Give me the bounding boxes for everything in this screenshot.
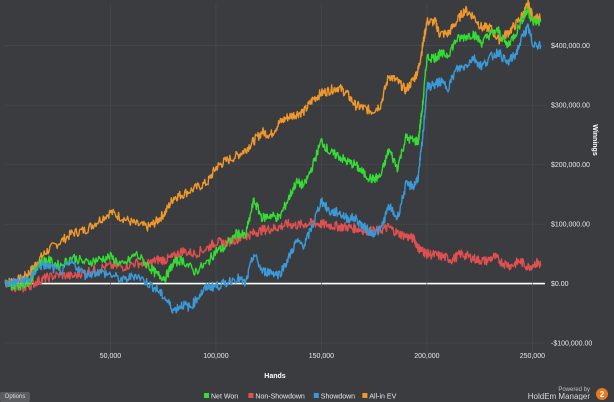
y-tick-label: $300,000.00: [551, 103, 590, 110]
series-line-showdown: [4, 23, 542, 314]
legend-swatch-non-showdown: [248, 393, 254, 398]
branding: Powered by HoldEm Manager 2: [528, 387, 608, 400]
tick-labels: -$100,000.00 $0.00 $100,000.00 $200,000.00 $…: [100, 43, 593, 360]
x-tick-label: 250,000: [520, 353, 545, 360]
y-tick-label: $100,000.00: [551, 222, 590, 229]
legend-label-showdown: Showdown: [321, 394, 355, 401]
x-tick-label: 100,000: [203, 353, 228, 360]
hem-logo-badge: 2: [600, 390, 605, 399]
series-line-all-in-ev: [4, 0, 542, 288]
series-line-non-showdown: [4, 217, 542, 293]
legend-label-all-in-ev: All-in EV: [369, 394, 396, 401]
legend: Net Won Non-Showdown Showdown All-in EV: [204, 393, 397, 400]
y-tick-label: $200,000.00: [551, 162, 590, 169]
x-tick-label: 200,000: [414, 353, 439, 360]
legend-swatch-all-in-ev: [362, 393, 368, 398]
y-axis-label: Winnings: [591, 124, 598, 156]
legend-swatch-showdown: [313, 393, 319, 398]
legend-label-non-showdown: Non-Showdown: [255, 394, 305, 401]
grid-lines: [5, 4, 545, 355]
y-tick-label: -$100,000.00: [551, 341, 592, 348]
powered-by-text: Powered by: [558, 387, 590, 393]
y-tick-label: $400,000.00: [551, 43, 590, 50]
product-name: HoldEm Manager: [528, 392, 591, 400]
x-tick-label: 150,000: [309, 353, 334, 360]
x-axis-label: Hands: [264, 373, 286, 380]
hem-logo-icon: [596, 388, 608, 400]
legend-swatch-net-won: [204, 393, 209, 398]
options-button[interactable]: Options: [0, 392, 30, 402]
legend-label-net-won: Net Won: [211, 394, 238, 401]
y-tick-label: $0.00: [551, 281, 569, 288]
series-line-net-won: [4, 5, 542, 291]
series-lines: [4, 0, 542, 314]
x-tick-label: 50,000: [100, 353, 122, 360]
